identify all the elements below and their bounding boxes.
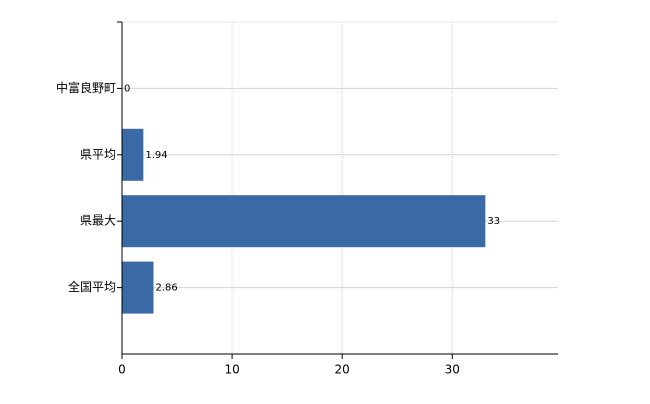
y-tick-label: 中富良野町 [56, 80, 116, 95]
x-tick-label: 20 [335, 363, 350, 377]
value-label: 33 [487, 216, 500, 227]
y-tick-label: 全国平均 [68, 279, 116, 294]
x-tick-label: 0 [118, 363, 126, 377]
y-tick-label: 県平均 [80, 147, 116, 161]
x-tick-label: 30 [445, 363, 460, 377]
value-label: 2.86 [155, 283, 177, 294]
bar [122, 128, 144, 181]
bar [122, 195, 486, 248]
value-label: 0 [124, 83, 130, 94]
y-tick-label: 県最大 [80, 214, 116, 228]
value-label: 1.94 [145, 150, 167, 161]
x-tick-label: 10 [224, 363, 239, 377]
bar [122, 261, 154, 314]
